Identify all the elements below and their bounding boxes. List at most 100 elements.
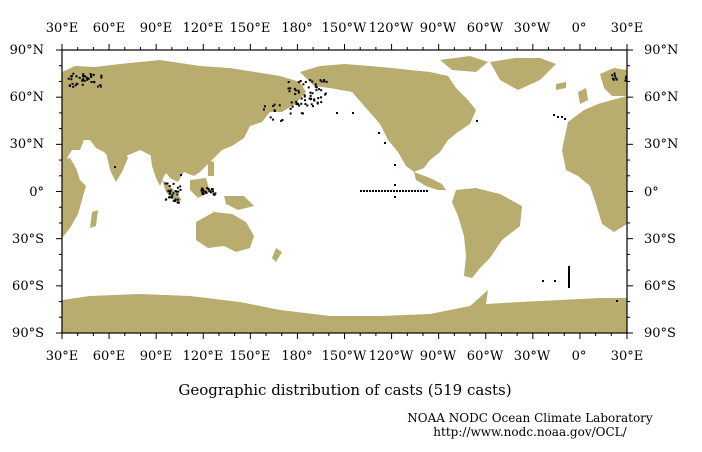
cast-marker bbox=[90, 74, 93, 77]
cast-marker bbox=[68, 84, 71, 87]
cast-marker bbox=[553, 114, 555, 116]
cast-marker bbox=[200, 189, 203, 192]
cast-marker bbox=[75, 75, 78, 78]
left-lat-label: 30°S bbox=[12, 232, 44, 247]
cast-marker bbox=[210, 188, 213, 191]
cast-marker bbox=[273, 109, 276, 112]
cast-marker bbox=[394, 164, 396, 166]
top-lon-label: 30°E bbox=[611, 21, 644, 36]
left-lat-label: 90°S bbox=[12, 326, 44, 341]
cast-marker bbox=[70, 75, 73, 78]
cast-marker bbox=[280, 119, 283, 122]
cast-marker bbox=[411, 190, 413, 192]
left-lat-label: 60°S bbox=[12, 279, 44, 294]
iceland bbox=[556, 82, 566, 90]
cast-marker bbox=[420, 190, 422, 192]
cast-marker bbox=[291, 105, 294, 108]
cast-marker bbox=[295, 100, 298, 103]
cast-marker bbox=[568, 270, 570, 272]
cast-marker bbox=[262, 108, 265, 111]
cast-marker bbox=[323, 79, 326, 82]
cast-marker bbox=[177, 198, 180, 201]
cast-marker bbox=[311, 105, 314, 108]
cast-marker bbox=[295, 103, 298, 106]
cast-marker bbox=[172, 199, 175, 202]
axis-ticks bbox=[56, 44, 633, 339]
credit-org: NOAA NODC Ocean Climate Laboratory bbox=[407, 411, 653, 425]
cast-marker bbox=[82, 73, 85, 76]
cast-marker bbox=[402, 190, 404, 192]
cast-marker bbox=[303, 99, 306, 102]
cast-marker bbox=[375, 190, 377, 192]
cast-marker bbox=[394, 184, 396, 186]
cast-marker bbox=[201, 193, 204, 196]
cast-marker bbox=[272, 105, 275, 108]
right-lat-label: 60°S bbox=[644, 279, 676, 294]
land-masses bbox=[62, 56, 627, 333]
cast-marker bbox=[624, 79, 627, 82]
cast-marker bbox=[303, 95, 306, 98]
cast-marker bbox=[568, 280, 570, 282]
british-isles bbox=[578, 88, 588, 104]
cast-marker bbox=[311, 92, 314, 95]
cast-marker bbox=[83, 79, 86, 82]
top-lon-label: 150°E bbox=[230, 21, 271, 36]
eurasia-africa-landmass bbox=[62, 60, 306, 215]
cast-marker bbox=[336, 112, 338, 114]
cast-marker bbox=[212, 190, 215, 193]
cast-marker bbox=[352, 112, 354, 114]
cast-marker bbox=[612, 78, 615, 81]
bottom-lon-label: 90°W bbox=[420, 349, 457, 364]
cast-marker bbox=[201, 191, 204, 194]
cast-marker bbox=[74, 84, 77, 87]
cast-marker bbox=[408, 190, 410, 192]
south-america bbox=[452, 188, 522, 278]
arctic-archipelago bbox=[440, 56, 488, 72]
cast-marker bbox=[205, 192, 208, 195]
cast-marker bbox=[206, 187, 209, 190]
cast-marker bbox=[320, 80, 323, 83]
cast-marker bbox=[624, 76, 627, 79]
cast-marker bbox=[554, 280, 556, 282]
cast-marker bbox=[476, 120, 478, 122]
cast-marker bbox=[568, 282, 570, 284]
cast-marker bbox=[308, 97, 311, 100]
cast-marker bbox=[394, 196, 396, 198]
cast-marker bbox=[414, 190, 416, 192]
cast-marker bbox=[309, 94, 312, 97]
cast-marker bbox=[99, 84, 102, 87]
cast-marker bbox=[311, 80, 314, 83]
cast-marker bbox=[289, 107, 292, 110]
top-lon-label: 0° bbox=[572, 21, 587, 36]
cast-marker bbox=[212, 193, 215, 196]
cast-marker bbox=[288, 90, 291, 93]
africa-south bbox=[62, 158, 86, 238]
cast-marker bbox=[272, 118, 275, 121]
cast-marker bbox=[372, 190, 374, 192]
cast-marker bbox=[96, 85, 99, 88]
cast-marker bbox=[323, 80, 326, 83]
cast-marker bbox=[611, 77, 614, 80]
cast-marker bbox=[177, 201, 180, 204]
cast-marker bbox=[378, 190, 380, 192]
left-lat-label: 90°N bbox=[10, 43, 44, 58]
left-latitude-labels: 90°N 60°N 30°N 0° 30°S 60°S 90°S bbox=[10, 43, 44, 341]
cast-marker bbox=[320, 101, 323, 104]
top-lon-label: 90°E bbox=[140, 21, 173, 36]
top-lon-label: 30°E bbox=[46, 21, 79, 36]
cast-marker bbox=[100, 76, 103, 79]
cast-marker bbox=[314, 85, 317, 88]
cast-marker bbox=[297, 91, 300, 94]
bottom-lon-label: 60°E bbox=[93, 349, 126, 364]
cast-marker bbox=[360, 190, 362, 192]
cast-marker bbox=[313, 99, 316, 102]
cast-marker bbox=[317, 97, 320, 100]
cast-marker bbox=[303, 94, 306, 97]
bottom-lon-label: 90°E bbox=[140, 349, 173, 364]
left-lat-label: 30°N bbox=[10, 137, 44, 152]
cast-marker bbox=[269, 116, 272, 119]
cast-marker bbox=[325, 80, 328, 83]
cast-marker bbox=[381, 190, 383, 192]
cast-marker bbox=[90, 75, 93, 78]
